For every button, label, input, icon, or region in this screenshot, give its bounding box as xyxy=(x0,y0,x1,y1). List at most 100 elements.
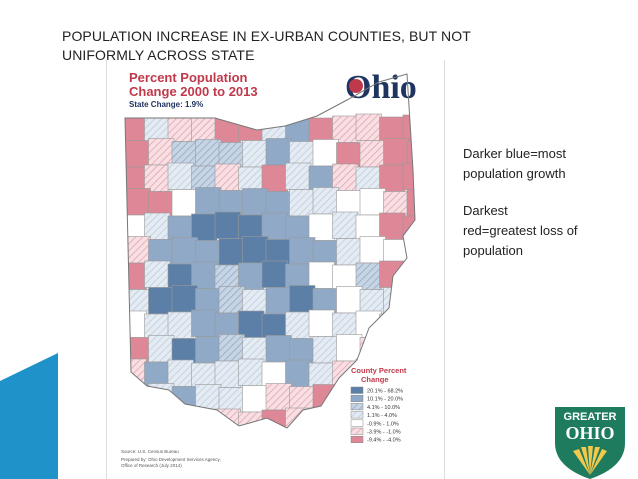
county-shape xyxy=(285,407,312,428)
county-shape xyxy=(238,262,265,290)
county-shape xyxy=(332,163,359,191)
county-shape xyxy=(289,237,316,265)
annotation-blue: Darker blue=most population growth xyxy=(463,144,623,184)
county-shape xyxy=(167,359,194,387)
county-shape xyxy=(195,336,222,364)
county-shape xyxy=(218,286,245,314)
county-shape xyxy=(167,407,194,428)
wordmark-dot-icon xyxy=(349,79,363,93)
greater-ohio-logo: GREATER OHIO xyxy=(555,407,625,479)
county-shape xyxy=(336,286,363,314)
county-shape xyxy=(171,189,198,217)
county-shape xyxy=(406,237,415,265)
county-shape xyxy=(214,115,241,143)
county-shape xyxy=(402,215,415,243)
county-shape xyxy=(355,310,382,338)
county-shape xyxy=(312,187,339,215)
county-shape xyxy=(261,212,288,240)
legend-swatch xyxy=(350,403,364,411)
county-shape xyxy=(148,287,175,315)
county-shape xyxy=(359,188,386,216)
county-shape xyxy=(355,262,382,290)
county-shape xyxy=(195,187,222,215)
map-prepared-line1: Prepared by: Ohio Development Services A… xyxy=(121,457,221,462)
county-shape xyxy=(285,359,312,387)
county-shape xyxy=(171,285,198,313)
county-shape xyxy=(148,138,175,166)
county-shape xyxy=(214,211,241,239)
county-shape xyxy=(144,260,171,288)
county-shape xyxy=(214,360,241,388)
county-shape xyxy=(289,189,316,217)
legend-label: 1.1% - 4.0% xyxy=(367,413,397,419)
county-shape xyxy=(402,359,415,387)
county-shape xyxy=(312,139,339,167)
county-shape xyxy=(406,141,415,169)
legend-label: -9.4% - -4.0% xyxy=(367,438,401,444)
county-shape xyxy=(144,164,171,192)
county-shape xyxy=(406,189,415,217)
county-shape xyxy=(238,310,265,338)
county-shape xyxy=(308,261,335,289)
county-shape xyxy=(144,212,171,240)
county-shape xyxy=(265,138,292,166)
county-shape xyxy=(125,188,151,216)
legend-label: 4.1% - 10.0% xyxy=(367,405,400,411)
legend-swatch xyxy=(350,419,364,427)
county-shape xyxy=(402,263,415,291)
legend-swatch xyxy=(350,435,364,443)
county-shape xyxy=(265,287,292,315)
county-shape xyxy=(383,335,410,363)
county-shape xyxy=(191,261,218,289)
county-shape xyxy=(265,383,292,411)
county-shape xyxy=(265,335,292,363)
county-shape xyxy=(402,407,415,428)
county-shape xyxy=(285,311,312,339)
county-shape xyxy=(125,310,147,338)
legend-title-line2: Change xyxy=(361,375,389,384)
county-shape xyxy=(242,140,269,168)
annotation-blue-line2: population growth xyxy=(463,166,566,181)
county-shape xyxy=(406,386,415,414)
legend-label: -0.9% - 1.0% xyxy=(367,421,399,427)
logo-line2: OHIO xyxy=(565,423,614,443)
county-shape xyxy=(359,236,386,264)
map-legend: County Percent Change 20.1% - 68.2% 10.1%… xyxy=(350,366,407,444)
county-shape xyxy=(191,213,218,241)
county-shape xyxy=(285,162,312,190)
county-shape xyxy=(261,409,288,428)
county-shape xyxy=(383,138,410,166)
county-shape xyxy=(242,236,269,264)
county-shape xyxy=(238,113,265,141)
annotation-red-line3: population xyxy=(463,243,523,258)
county-shape xyxy=(289,285,316,313)
county-shape xyxy=(167,162,194,190)
county-shape xyxy=(332,211,359,239)
ohio-county-map: Percent Population Change 2000 to 2013 S… xyxy=(121,69,417,468)
county-shape xyxy=(238,358,265,386)
map-title-line1: Percent Population xyxy=(129,70,248,85)
legend-label: -3.9% - -1.0% xyxy=(367,430,401,436)
logo-line1: GREATER xyxy=(564,411,617,423)
legend-title-line1: County Percent xyxy=(351,366,407,375)
county-shape xyxy=(125,140,151,168)
county-shape xyxy=(379,212,406,240)
county-shape xyxy=(191,309,218,337)
county-shape xyxy=(308,309,335,337)
map-source: Source: U.S. Census Bureau xyxy=(121,449,179,454)
county-shape xyxy=(214,163,241,191)
county-shape xyxy=(406,285,415,313)
county-shape xyxy=(167,311,194,339)
county-shape xyxy=(148,335,175,363)
county-shape xyxy=(125,385,151,413)
legend-label: 10.1% - 20.0% xyxy=(367,397,403,403)
legend-swatch xyxy=(350,411,364,419)
county-shape xyxy=(214,408,241,428)
state-outline xyxy=(124,73,416,429)
county-shape xyxy=(312,336,339,364)
county-shape xyxy=(125,411,147,428)
county-shape xyxy=(261,260,288,288)
county-shape xyxy=(242,188,269,216)
ohio-map-panel: Percent Population Change 2000 to 2013 S… xyxy=(106,60,445,479)
logo-sunburst-icon xyxy=(573,446,607,475)
